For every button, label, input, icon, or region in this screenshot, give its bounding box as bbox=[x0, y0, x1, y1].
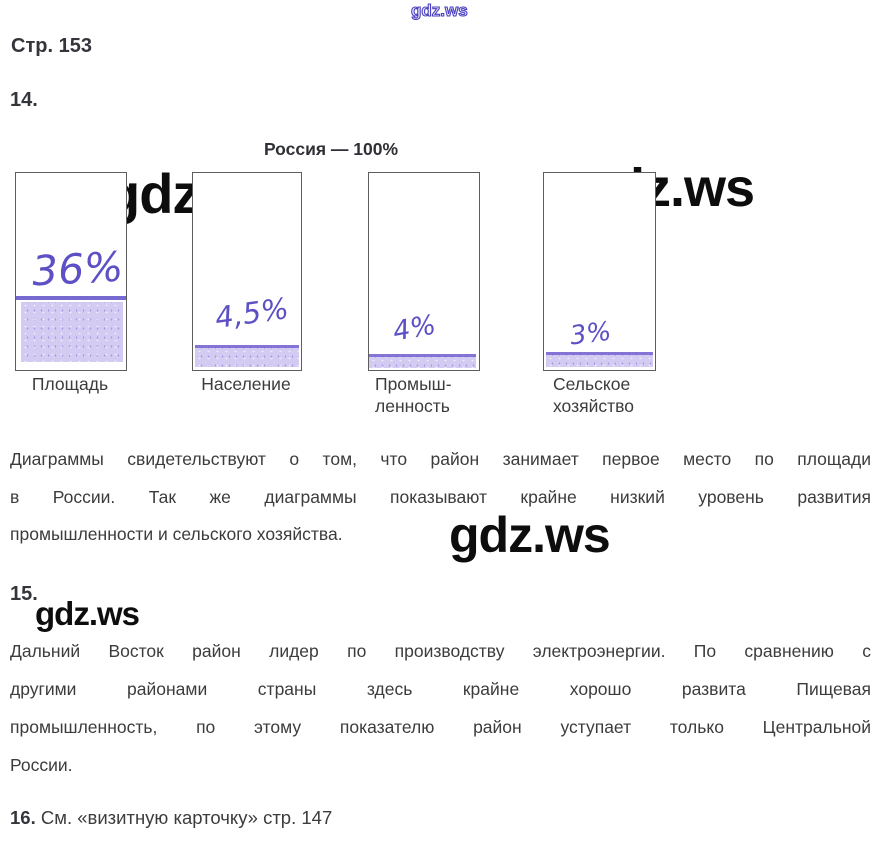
bar-label-line: Сельское bbox=[553, 374, 631, 394]
gdzws-watermark-paragraph: gdz.ws bbox=[449, 507, 611, 563]
bar-label-line: хозяйство bbox=[553, 395, 634, 416]
bar-fill-promyshlennost bbox=[369, 354, 476, 368]
paragraph-line: другими районами страны здесь крайне хор… bbox=[10, 679, 871, 699]
bar-box-naselenie: 4,5% bbox=[192, 172, 302, 371]
bar-box-selskoe: 3% bbox=[543, 172, 656, 371]
bar-label-line: Площадь bbox=[31, 374, 109, 394]
bar-value-naselenie: 4,5% bbox=[212, 291, 291, 335]
bar-label-promyshlennost: Промыш- ленность bbox=[375, 374, 452, 417]
chart-title: Россия — 100% bbox=[263, 139, 399, 159]
bar-value-promyshlennost: 4% bbox=[390, 309, 439, 348]
answer-16-text: См. «визитную карточку» стр. 147 bbox=[40, 807, 333, 828]
task-number-14: 14. bbox=[10, 89, 38, 111]
gdzws-watermark-top: gdz.ws bbox=[410, 1, 468, 20]
bar-box-promyshlennost: 4% bbox=[368, 172, 480, 371]
paragraph-line: в России. Так же диаграммы показывают кр… bbox=[10, 486, 871, 507]
gdzws-watermark-section15: gdz.ws bbox=[35, 595, 140, 632]
bar-label-ploshchad: Площадь bbox=[15, 374, 125, 396]
bar-fill-naselenie bbox=[195, 345, 299, 367]
bar-label-line: ленность bbox=[375, 395, 450, 416]
paragraph-line: промышленность, по этому показателю райо… bbox=[10, 717, 871, 737]
paragraph-line: России. bbox=[10, 755, 73, 775]
paragraph-line: промышленности и сельского хозяйства. bbox=[10, 524, 343, 544]
task-number-15: 15. bbox=[10, 583, 38, 605]
page-heading: Стр. 153 bbox=[11, 35, 92, 57]
paragraph-line: Дальний Восток район лидер по производст… bbox=[10, 641, 871, 661]
bar-value-ploshchad: 36% bbox=[30, 242, 125, 296]
bar-fill-scribble bbox=[21, 302, 123, 362]
bar-fill-ploshchad bbox=[16, 296, 126, 370]
bar-label-line: Население bbox=[201, 374, 291, 394]
answer-line-16: 16. См. «визитную карточку» стр. 147 bbox=[10, 807, 332, 829]
bar-label-naselenie: Население bbox=[192, 374, 300, 396]
answer-paragraph-15: Дальний Восток район лидер по производст… bbox=[10, 632, 871, 784]
answer-paragraph-14: Диаграммы свидетельствуют о том, что рай… bbox=[10, 441, 871, 554]
bar-fill-selskoe bbox=[546, 352, 653, 367]
bar-box-ploshchad: 36% bbox=[15, 172, 127, 371]
bar-value-selskoe: 3% bbox=[568, 316, 613, 352]
task-number-16: 16. bbox=[10, 807, 36, 828]
bar-label-selskoe: Сельское хозяйство bbox=[553, 374, 634, 417]
bar-label-line: Промыш- bbox=[375, 374, 452, 394]
paragraph-line: Диаграммы свидетельствуют о том, что рай… bbox=[10, 449, 871, 469]
